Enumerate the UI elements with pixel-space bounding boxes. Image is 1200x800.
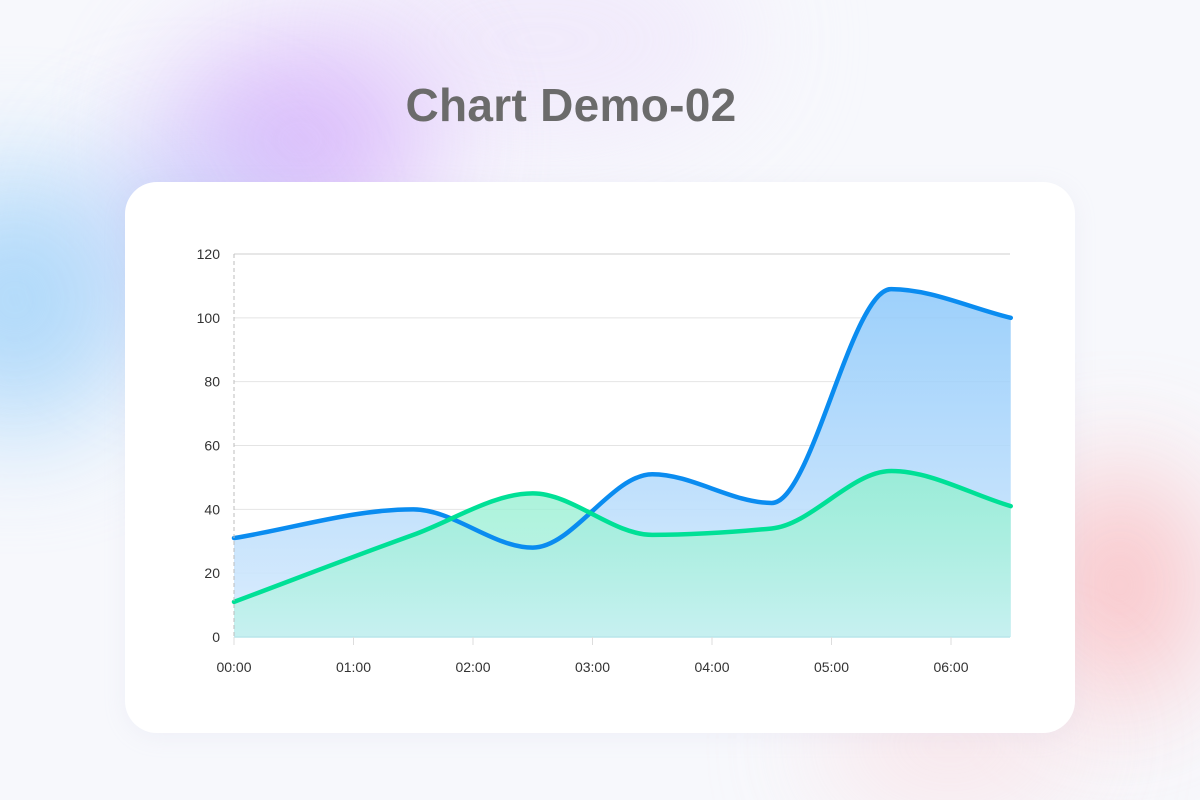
x-tick-label: 06:00 xyxy=(933,659,968,675)
page-title: Chart Demo-02 xyxy=(405,79,737,131)
series-areas xyxy=(234,289,1011,637)
y-tick-label: 120 xyxy=(197,246,221,262)
x-tick-label: 05:00 xyxy=(814,659,849,675)
area-chart: 0 20 40 60 80 100 120 00:00 01:00 02:00 03:00 04:00… xyxy=(197,246,1013,675)
series-area-green xyxy=(234,471,1011,637)
series-line-blue xyxy=(231,286,1013,550)
y-tick-label: 100 xyxy=(197,310,221,326)
y-tick-label: 60 xyxy=(204,438,220,454)
y-tick-label: 20 xyxy=(204,565,220,581)
x-tick-label: 04:00 xyxy=(694,659,729,675)
y-tick-label: 0 xyxy=(212,629,220,645)
x-tick-label: 02:00 xyxy=(455,659,490,675)
y-tick-label: 40 xyxy=(204,501,220,517)
series-lines xyxy=(231,286,1013,605)
x-tick-label: 00:00 xyxy=(216,659,251,675)
y-tick-label: 80 xyxy=(204,374,220,390)
axes: 0 20 40 60 80 100 120 00:00 01:00 02:00 03:00 04:00… xyxy=(197,246,1010,675)
x-tick-label: 01:00 xyxy=(336,659,371,675)
background-blob-blue xyxy=(0,170,140,430)
x-tick-label: 03:00 xyxy=(575,659,610,675)
chart-card: 0 20 40 60 80 100 120 00:00 01:00 02:00 03:00 04:00… xyxy=(125,182,1075,733)
series-line-green xyxy=(231,468,1013,605)
